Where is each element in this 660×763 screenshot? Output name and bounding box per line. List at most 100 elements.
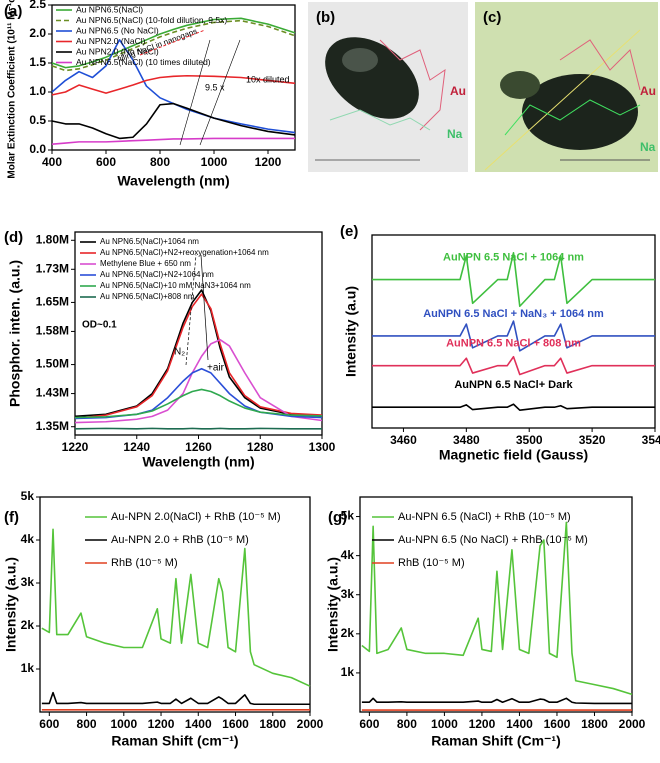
y-tick-label: 1.43M [36,386,69,400]
x-tick-label: 1200 [255,155,282,169]
x-tick-label: 1000 [201,155,228,169]
x-tick-label: 3500 [516,433,543,447]
y-tick-label: 2.5 [29,0,46,11]
series-line [74,338,323,424]
x-tick-label: 1600 [544,717,571,731]
series-line [74,388,323,419]
x-tick-label: 800 [77,717,97,731]
guide-line [139,29,206,56]
plot-frame [371,234,656,429]
legend-label: Au NPN6.5(NaCl)+N2+1064 nm [100,270,214,279]
series-label: AuNPN 6.5 NaCl + 808 nm [446,338,581,350]
y-axis-label: Intensity (a.u) [343,286,359,377]
legend-label: Au NPN6.5(NaCl) [76,4,143,14]
particle-part [500,71,540,99]
y-axis-label: Intensity (a.u.) [3,557,19,652]
series-line [361,697,632,705]
x-tick-label: 1800 [259,717,286,731]
series-line [361,521,633,696]
series-line [51,39,296,134]
x-tick-label: 1800 [581,717,608,731]
series-line [41,528,311,687]
x-tick-label: 600 [96,155,116,169]
x-axis-label: Raman Shift (Cm⁻¹) [431,733,561,749]
series-line [74,293,323,420]
y-tick-label: 1.0 [29,84,46,98]
annotation: 10x diluted [246,74,290,84]
plot-frame [51,4,296,151]
panel-label: (b) [316,9,335,26]
x-tick-label: 1300 [309,440,336,454]
x-axis-label: Wavelength (nm) [117,173,229,189]
y-tick-label: 2.0 [29,26,46,40]
y-tick-label: 4k [341,548,355,562]
x-tick-label: 600 [359,717,379,731]
x-tick-label: 600 [39,717,59,731]
x-tick-label: 800 [397,717,417,731]
plot-frame [39,496,311,713]
panel: 600 800 1000 1200 1400 1600 1800 2000 1k 2k 3k 4k 5k… [3,489,324,749]
micrograph-c: (c) Au Na [475,2,658,172]
panel-label: (c) [483,9,501,26]
y-tick-label: 5k [21,489,35,503]
y-tick-label: 1.80M [36,232,69,246]
panel: 600 800 1000 1200 1400 1600 1800 2000 1k 2k 3k 4k 5k… [325,496,646,749]
x-axis-label: Magnetic field (Gauss) [439,447,588,463]
y-tick-label: 1.73M [36,261,69,275]
legend-label: Au NPN6.5(NaCl)+10 mM NaN3+1064 nm [100,281,251,290]
y-tick-label: 1.35M [36,419,69,433]
scan-line [484,29,641,171]
panel-label: (f) [4,509,19,526]
x-tick-label: 2000 [619,717,646,731]
guide-line [185,254,197,366]
legend-label: Au-NPN 2.0(NaCl) + RhB (10⁻⁵ M) [111,511,281,523]
x-tick-label: 2000 [297,717,324,731]
y-axis-label: Phosphor. inten. (a.u.) [7,260,23,407]
series-line [51,74,296,96]
series-line [51,17,296,69]
na-profile [329,109,431,131]
panel-label: (e) [340,223,358,240]
y-tick-label: 4k [21,532,35,546]
y-tick-label: 1.5 [29,55,46,69]
annotation: OD~0.1 [82,320,117,331]
y-tick-label: 1.65M [36,295,69,309]
x-tick-label: 1220 [62,440,89,454]
series-line [372,252,655,308]
panel: 400 600 800 1000 1200 0.0 0.5 1.0 1.5 2.0 2.5 Wavel… [4,0,296,189]
panel: 3460 3480 3500 3520 3540 Magnetic field (Gaus… [340,223,660,463]
legend-label: Au NPN6.5(NaCl)+808 nm [100,292,195,301]
annotation: 9.5 x [205,82,225,92]
y-tick-label: 1.50M [36,357,69,371]
legend-label: Au NPN2.0 (NaCl) [76,36,146,46]
x-tick-label: 1200 [148,717,175,731]
legend-label: Methylene Blue + 650 nm [100,259,191,268]
series-line [372,320,655,352]
x-axis-label: Wavelength (nm) [142,454,254,470]
legend-label: Au NPN6.5 (No NaCl) [76,25,159,35]
series-line [51,102,296,140]
element-label: Na [447,127,463,141]
x-tick-label: 1000 [431,717,458,731]
x-tick-label: 3480 [453,433,480,447]
annotation: +air [207,363,225,374]
series-line [51,19,296,72]
x-tick-label: 1400 [185,717,212,731]
series-line [51,137,295,145]
y-tick-label: 0.5 [29,113,46,127]
au-profile [559,39,641,91]
legend-label: Au-NPN 6.5 (NaCl) + RhB (10⁻⁵ M) [398,511,571,523]
legend-label: Au NPN6.5(NaCl) (10 times diluted) [76,57,211,67]
y-tick-label: 3k [21,575,35,589]
y-tick-label: 3k [341,587,355,601]
micrograph-b: (b) Au Na [308,2,468,172]
series-label: AuNPN 6.5 NaCl+ Dark [454,379,573,391]
legend-label: Au NPN6.5(NaCl)+1064 nm [100,237,199,246]
panel-label: (d) [4,229,23,246]
x-tick-label: 1260 [185,440,212,454]
y-tick-label: 1.58M [36,324,69,338]
panel: 1220 1240 1260 1280 1300 1.35M 1.43M 1.50M 1.58M… [4,229,336,470]
series-line [372,355,655,376]
x-tick-label: 3540 [642,433,660,447]
